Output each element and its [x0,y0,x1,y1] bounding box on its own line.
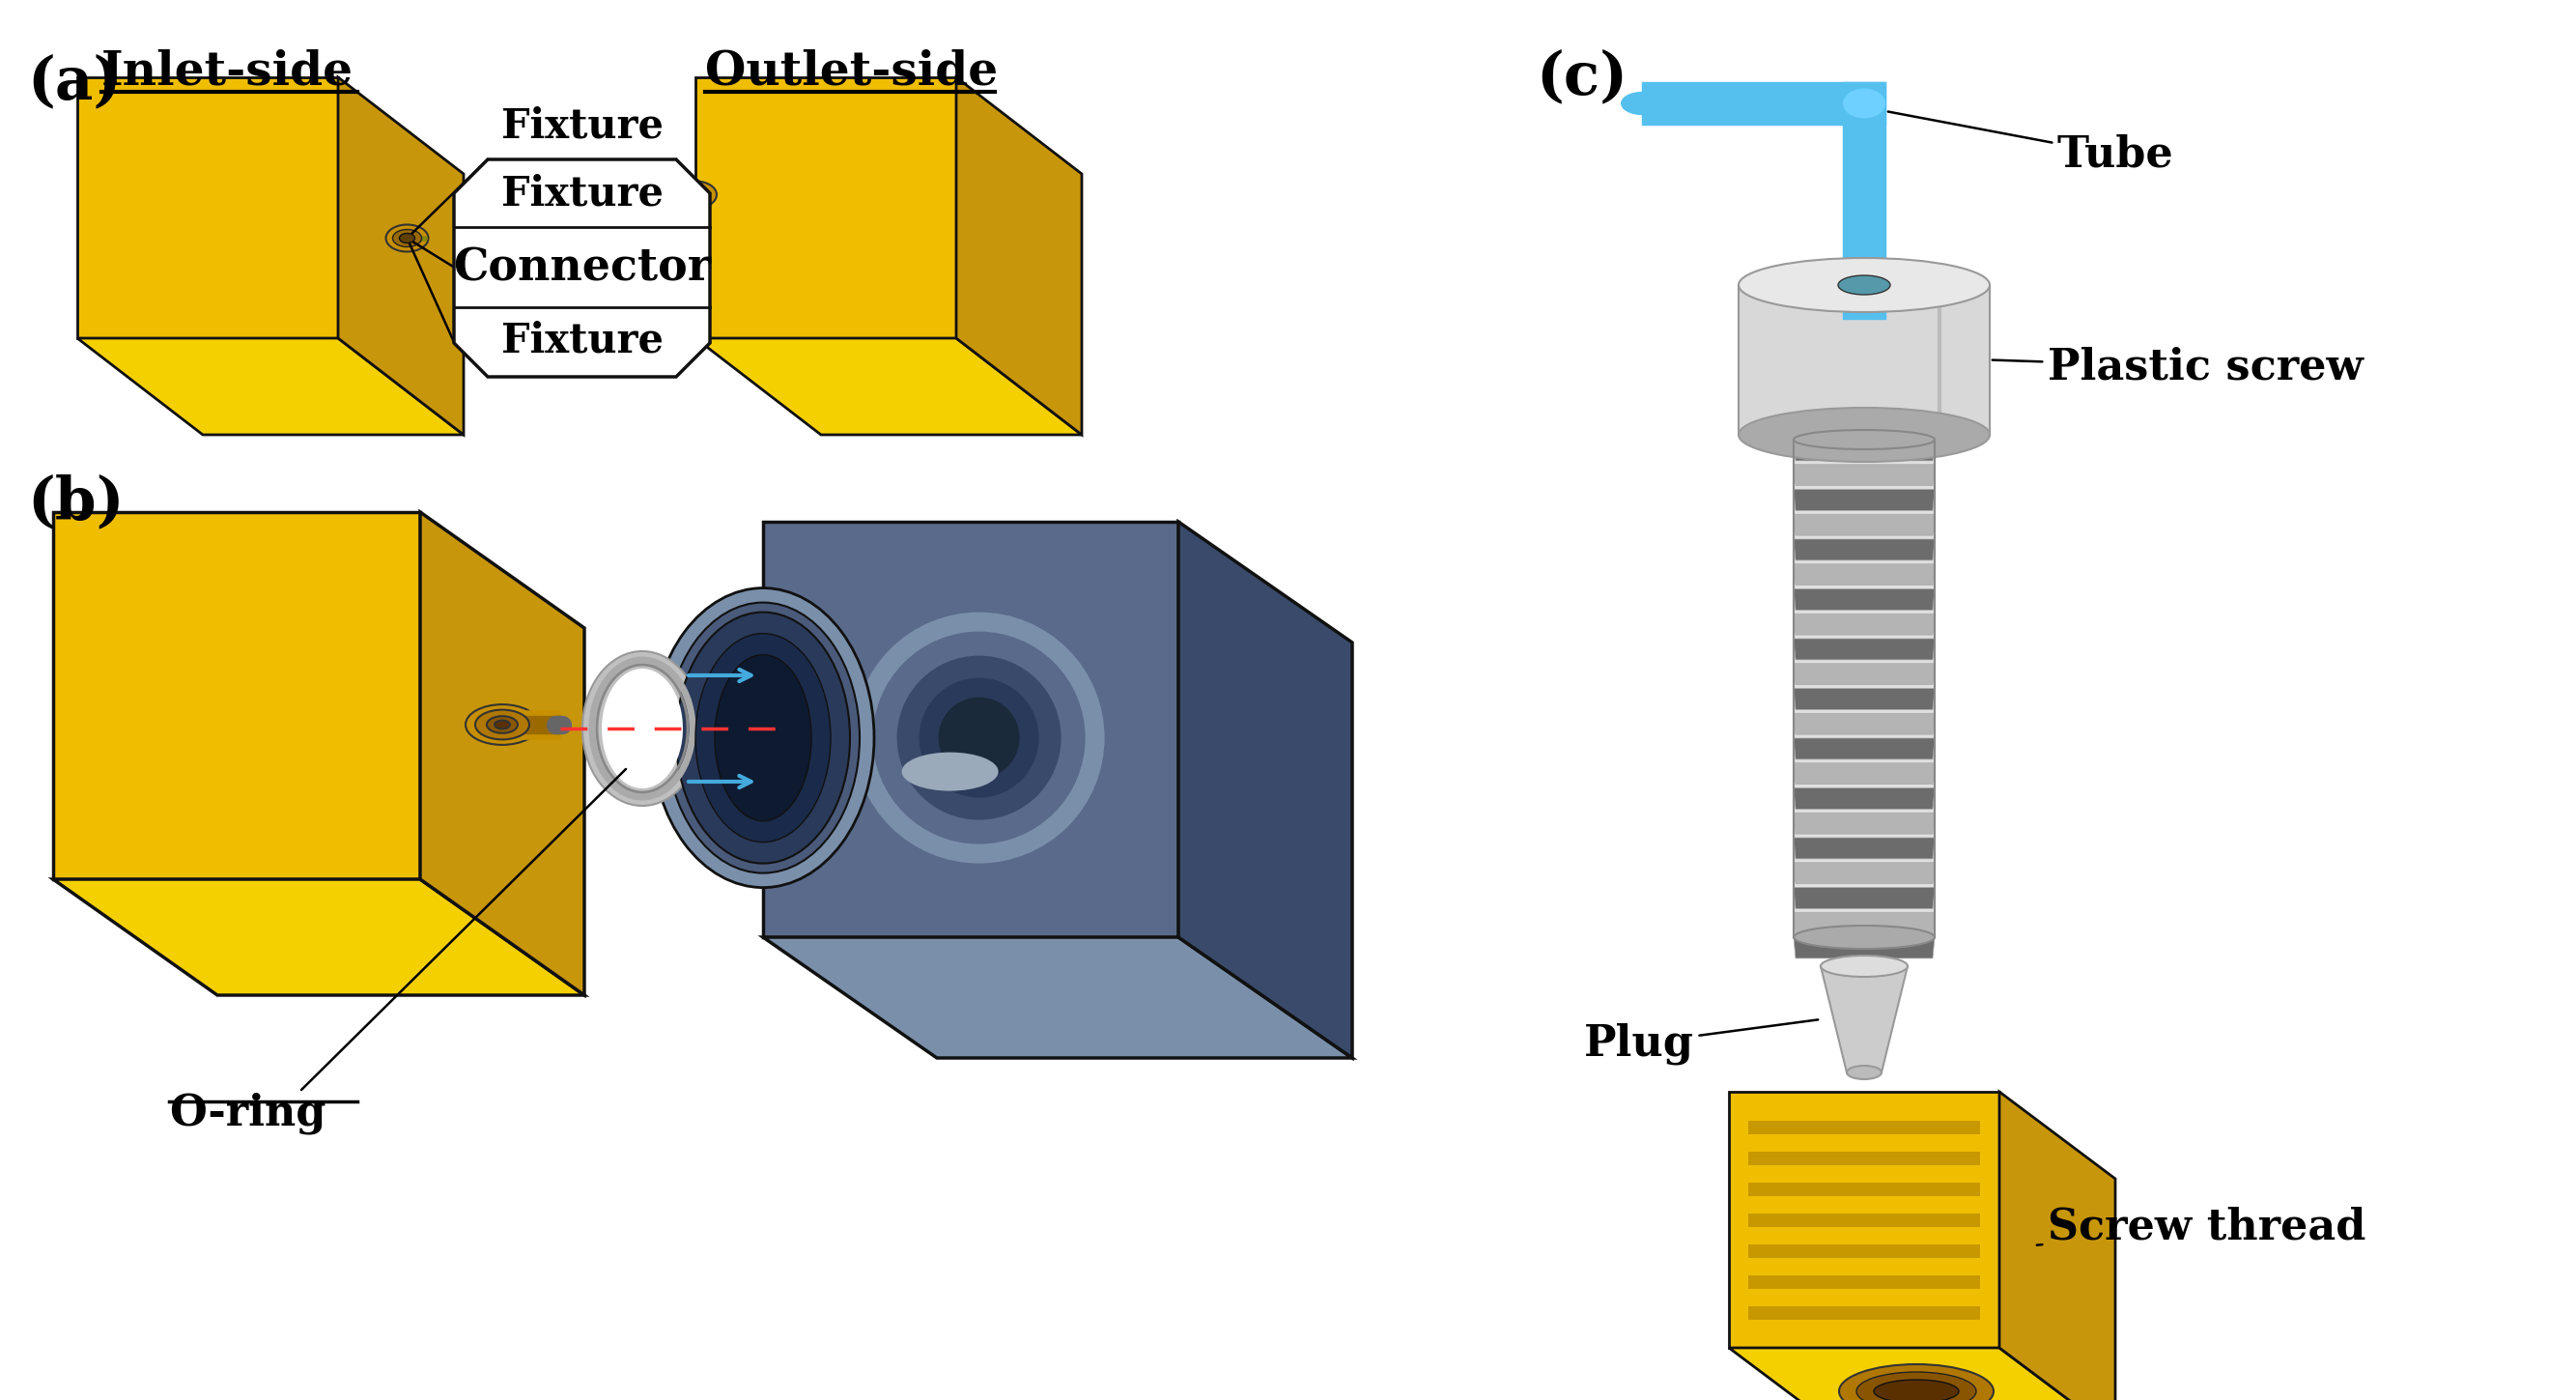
Ellipse shape [1873,1380,1958,1400]
Text: Fixture: Fixture [500,105,662,146]
Ellipse shape [667,602,860,874]
Ellipse shape [873,631,1084,844]
Polygon shape [1749,1245,1981,1259]
Ellipse shape [675,612,850,864]
Polygon shape [956,77,1082,435]
Ellipse shape [603,669,683,788]
Text: O-ring: O-ring [170,1092,325,1134]
Polygon shape [1793,713,1935,735]
Ellipse shape [902,752,999,791]
Ellipse shape [1839,276,1891,294]
Ellipse shape [688,190,703,200]
Ellipse shape [466,704,538,745]
Ellipse shape [392,230,422,246]
Ellipse shape [920,678,1038,798]
Polygon shape [1793,664,1935,685]
Ellipse shape [938,697,1020,778]
Ellipse shape [1793,430,1935,449]
Polygon shape [337,77,464,435]
Polygon shape [1793,763,1935,784]
Polygon shape [1749,1306,1981,1320]
Ellipse shape [1839,1364,1994,1400]
Text: Plug: Plug [1584,1019,1819,1064]
Polygon shape [1793,862,1935,883]
Ellipse shape [1793,925,1935,949]
Polygon shape [1999,1092,2115,1400]
Ellipse shape [1857,1372,1976,1400]
Text: Plastic screw: Plastic screw [1991,346,2362,388]
Text: Inlet-side: Inlet-side [100,49,353,94]
Polygon shape [1793,913,1935,934]
Ellipse shape [1739,258,1989,312]
Ellipse shape [896,655,1061,820]
Polygon shape [1793,638,1935,659]
Polygon shape [1821,966,1909,1072]
Text: Outlet-side: Outlet-side [706,49,997,94]
Polygon shape [762,522,1177,937]
Polygon shape [1749,1214,1981,1226]
Ellipse shape [675,181,716,209]
Ellipse shape [582,651,703,806]
Polygon shape [1728,1092,1999,1348]
Polygon shape [1793,440,1935,461]
Ellipse shape [652,588,873,888]
Polygon shape [1793,490,1935,511]
Ellipse shape [1821,956,1909,977]
Polygon shape [1793,738,1935,759]
Polygon shape [1793,564,1935,585]
Polygon shape [1177,522,1352,1058]
Ellipse shape [1739,407,1989,462]
Polygon shape [1793,613,1935,636]
Ellipse shape [1847,1065,1880,1079]
Polygon shape [420,512,585,995]
Text: Tube: Tube [1888,112,2174,175]
Ellipse shape [487,717,518,734]
Ellipse shape [1620,91,1664,115]
Polygon shape [762,937,1352,1058]
Polygon shape [77,77,337,339]
Polygon shape [1793,813,1935,834]
Ellipse shape [399,234,415,244]
Text: (a): (a) [26,53,121,111]
Polygon shape [1793,589,1935,610]
Polygon shape [453,160,711,377]
Polygon shape [1793,937,1935,959]
Polygon shape [1793,689,1935,710]
Polygon shape [1749,1121,1981,1134]
Ellipse shape [386,224,428,252]
Ellipse shape [714,655,811,820]
Ellipse shape [853,612,1105,864]
Polygon shape [1793,514,1935,535]
Polygon shape [54,512,420,879]
Ellipse shape [680,186,711,203]
Ellipse shape [495,721,510,729]
Text: Fixture: Fixture [500,319,662,360]
Polygon shape [1793,465,1935,486]
Ellipse shape [474,710,528,739]
Text: Screw thread: Screw thread [2038,1207,2365,1247]
Text: (c): (c) [1535,49,1628,106]
Text: Connector: Connector [453,245,711,290]
Polygon shape [1749,1275,1981,1289]
Ellipse shape [696,633,829,843]
Polygon shape [54,879,585,995]
Polygon shape [696,77,956,339]
Polygon shape [1793,888,1935,909]
Polygon shape [1793,788,1935,809]
Polygon shape [696,339,1082,435]
Polygon shape [1793,539,1935,560]
Ellipse shape [1842,88,1886,118]
Polygon shape [1749,1152,1981,1165]
Text: (b): (b) [26,473,124,532]
Polygon shape [1793,837,1935,858]
Polygon shape [77,339,464,435]
Text: Fixture: Fixture [500,174,662,214]
Polygon shape [1749,1183,1981,1196]
Polygon shape [1728,1348,2115,1400]
